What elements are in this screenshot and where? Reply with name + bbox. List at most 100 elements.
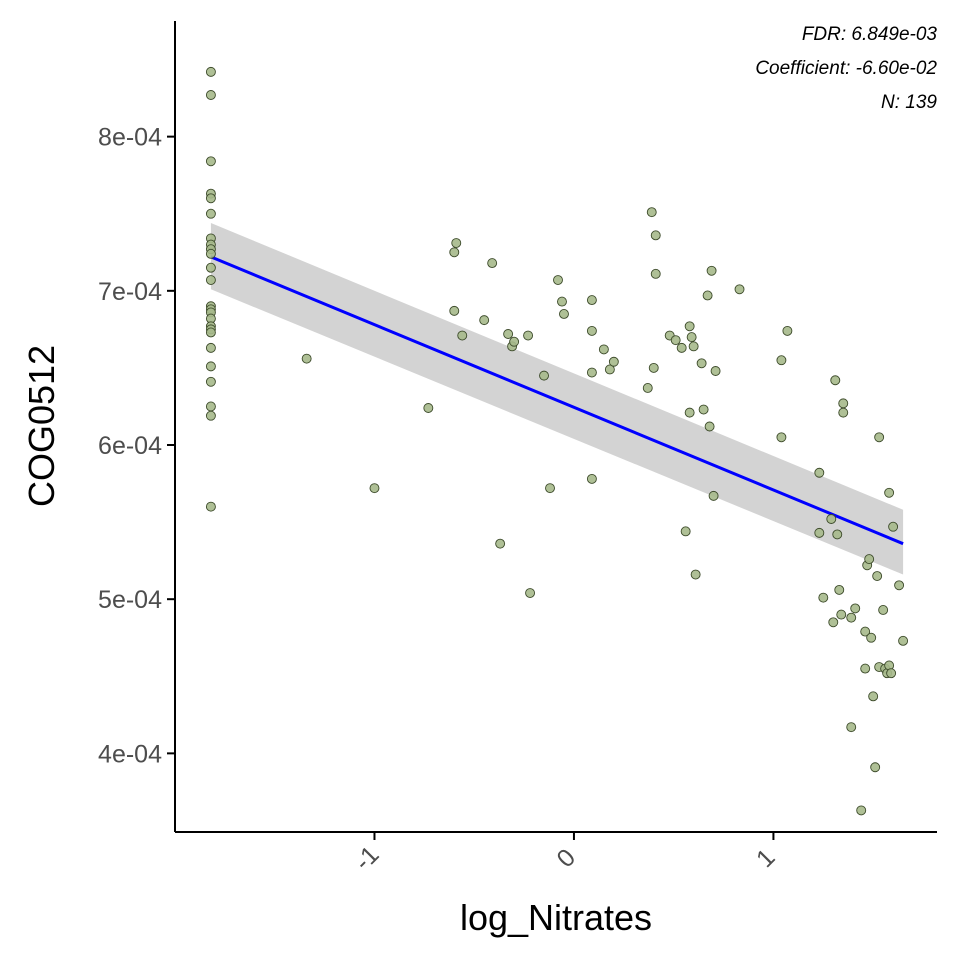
data-point [708, 490, 719, 501]
data-point [642, 383, 653, 393]
data-point [860, 626, 871, 637]
data-point [650, 268, 661, 279]
data-point [838, 398, 849, 409]
coefficient-annotation: Coefficient: -6.60e-02 [755, 58, 937, 79]
data-point [690, 569, 701, 580]
data-point [710, 366, 721, 376]
data-point [205, 193, 216, 204]
data-point [598, 344, 609, 355]
data-point [826, 514, 837, 524]
x-tick-label: 1 [751, 844, 781, 874]
data-point [680, 526, 691, 537]
data-point [205, 361, 216, 372]
data-point [670, 335, 681, 346]
data-point [650, 230, 661, 241]
data-point [487, 258, 498, 269]
data-point [676, 342, 687, 353]
data-point [814, 527, 825, 538]
data-point [864, 554, 875, 565]
data-point [684, 321, 695, 332]
data-point [872, 571, 883, 582]
data-point [205, 248, 216, 259]
data-point [782, 325, 793, 336]
data-point [559, 308, 569, 319]
data-point [451, 238, 462, 248]
data-point [205, 275, 216, 285]
data-point [205, 262, 216, 273]
y-tick-label: 6e-04 [98, 432, 162, 460]
data-point [205, 410, 216, 421]
y-tick-label: 7e-04 [98, 278, 162, 306]
y-axis-title: COG0512 [21, 345, 62, 507]
data-point [832, 529, 843, 540]
data-point [648, 362, 659, 373]
x-tick-label: -1 [349, 841, 385, 877]
data-point [586, 473, 597, 484]
data-point [509, 336, 520, 347]
data-point [888, 521, 899, 532]
data-point [449, 305, 460, 316]
data-point [205, 501, 216, 512]
data-point [828, 617, 839, 628]
data-point [870, 762, 881, 773]
data-points-layer [205, 66, 909, 816]
data-point [608, 356, 619, 367]
data-point [205, 342, 216, 353]
data-point [696, 358, 707, 369]
data-point [838, 407, 849, 418]
y-tick-label: 5e-04 [98, 586, 162, 614]
data-point [686, 332, 697, 343]
regression-line [210, 255, 904, 546]
data-point [884, 487, 895, 498]
y-tick-label: 4e-04 [98, 740, 162, 768]
data-point [457, 330, 468, 341]
data-point [836, 609, 847, 620]
data-point [846, 722, 857, 733]
data-point [886, 668, 897, 679]
x-tick-label: 0 [551, 844, 581, 874]
data-point [878, 605, 889, 615]
fdr-annotation: FDR: 6.849e-03 [802, 24, 938, 45]
data-point [205, 327, 216, 338]
data-point [369, 483, 380, 494]
data-point [856, 805, 867, 816]
n-annotation: N: 139 [881, 92, 937, 113]
data-point [818, 592, 829, 603]
data-point [688, 341, 699, 352]
data-point [850, 603, 861, 614]
data-point [894, 580, 905, 591]
data-point [479, 315, 490, 326]
data-point [495, 538, 506, 549]
data-point [205, 66, 216, 77]
y-tick-label: 8e-04 [98, 124, 162, 152]
data-point [874, 432, 885, 443]
data-point [684, 407, 695, 418]
data-point [776, 355, 787, 366]
data-point [704, 421, 715, 432]
data-point [860, 663, 871, 674]
data-point [846, 612, 857, 623]
data-point [205, 90, 216, 100]
data-point [814, 467, 825, 478]
y-ticks-layer: 4e-04 5e-04 6e-04 7e-04 8e-04 [98, 124, 175, 768]
data-point [646, 207, 657, 218]
x-axis-title: log_Nitrates [460, 897, 652, 938]
data-point [523, 330, 534, 341]
data-point [557, 296, 567, 307]
data-point [301, 353, 312, 364]
data-point [698, 404, 709, 415]
data-point [866, 632, 877, 643]
data-point [539, 370, 549, 381]
data-point [553, 275, 563, 285]
data-point [205, 156, 216, 167]
data-point [734, 284, 745, 295]
axes-layer [174, 21, 937, 833]
data-point [205, 401, 216, 412]
data-point [205, 208, 216, 219]
data-point [776, 432, 787, 443]
data-point [545, 483, 555, 494]
data-point [604, 364, 615, 375]
data-point [706, 265, 717, 276]
